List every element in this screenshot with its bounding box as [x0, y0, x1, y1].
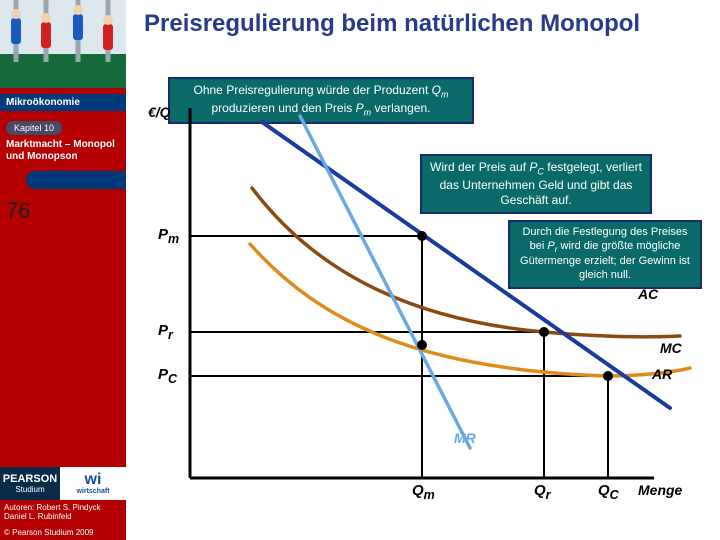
chapter-title: Marktmacht – Monopol und Monopson — [0, 139, 126, 163]
price-label-pc: PC — [158, 366, 177, 386]
main-area: Preisregulierung beim natürlichen Monopo… — [126, 0, 720, 540]
x-axis-label: Menge — [638, 482, 682, 498]
qty-label-qm: Qm — [412, 482, 435, 502]
qty-label-qr: Qr — [534, 482, 551, 502]
wi-logo-big: wi — [85, 472, 102, 488]
copyright: © Pearson Studium 2009 — [0, 525, 126, 540]
wi-logo: wi wirtschaft — [60, 467, 126, 500]
chapter-pill: Kapitel 10 — [6, 121, 62, 135]
authors: Autoren: Robert S. Pindyck Daniel L. Rub… — [0, 500, 126, 525]
curve-label-ac: AC — [638, 286, 658, 302]
blue-band — [26, 171, 126, 189]
price-label-pm: Pm — [158, 226, 179, 246]
page-number: 76 — [6, 198, 30, 224]
logo-area: PEARSON Studium wi wirtschaft Autoren: R… — [0, 467, 126, 540]
sidebar: Mikroökonomie Kapitel 10 Marktmacht – Mo… — [0, 0, 126, 540]
y-axis-label: €/Q — [148, 104, 171, 120]
wi-logo-small: wirtschaft — [76, 488, 109, 495]
curve-label-mc: MC — [660, 340, 682, 356]
pearson-logo-top: PEARSON — [2, 473, 58, 485]
chart-area: €/Q Menge Pm Pr PC Qm Qr QC AR MR AC MC — [144, 108, 704, 518]
curve-label-ar: AR — [652, 366, 672, 382]
curve-label-mr: MR — [454, 430, 476, 446]
slide: Mikroökonomie Kapitel 10 Marktmacht – Mo… — [0, 0, 720, 540]
pearson-logo: PEARSON Studium — [0, 467, 60, 500]
sidebar-image — [0, 0, 126, 88]
foosball-icon — [0, 0, 126, 88]
chart-svg — [144, 108, 704, 518]
course-label: Mikroökonomie — [0, 94, 126, 111]
price-label-pr: Pr — [158, 322, 173, 342]
slide-title: Preisregulierung beim natürlichen Monopo… — [144, 10, 708, 38]
pearson-logo-bottom: Studium — [15, 485, 44, 494]
qty-label-qc: QC — [598, 482, 619, 502]
